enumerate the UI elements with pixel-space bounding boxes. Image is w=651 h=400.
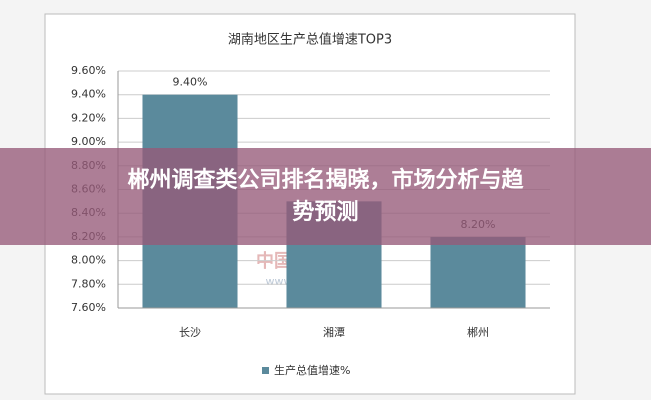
x-tick-label: 湘潭 bbox=[323, 325, 345, 339]
chart-title: 湖南地区生产总值增速TOP3 bbox=[228, 32, 392, 48]
x-tick-label: 郴州 bbox=[467, 325, 489, 339]
legend-label: 生产总值增速% bbox=[274, 363, 350, 377]
y-tick-label: 9.40% bbox=[71, 88, 106, 101]
y-tick-label: 7.80% bbox=[71, 277, 106, 290]
legend-swatch bbox=[262, 367, 269, 374]
value-label: 9.40% bbox=[173, 76, 208, 89]
y-tick-label: 8.00% bbox=[71, 254, 106, 267]
y-tick-label: 7.60% bbox=[71, 301, 106, 314]
y-tick-label: 9.20% bbox=[71, 111, 106, 124]
x-tick-label: 长沙 bbox=[179, 326, 201, 339]
y-tick-label: 9.00% bbox=[71, 135, 106, 148]
headline: 势预测 bbox=[292, 199, 359, 225]
bar bbox=[430, 236, 526, 308]
headline-banner: 郴州调查类公司排名揭晓，市场分析与趋 势预测 bbox=[0, 148, 651, 245]
y-tick-label: 9.60% bbox=[71, 64, 106, 77]
headline: 郴州调查类公司排名揭晓，市场分析与趋 bbox=[127, 167, 524, 193]
